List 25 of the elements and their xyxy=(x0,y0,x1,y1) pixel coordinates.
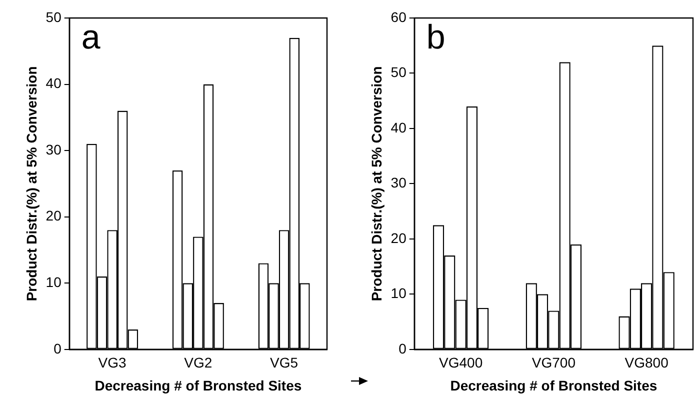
chart-title: a xyxy=(81,18,100,56)
y-tick-label: 30 xyxy=(390,174,407,191)
y-tick-label: 10 xyxy=(390,285,407,302)
y-tick-label: 0 xyxy=(398,340,407,356)
y-axis-title: Product Distr.(%) at 5% Conversion xyxy=(368,66,384,302)
chart-title: b xyxy=(426,18,446,56)
y-axis-title: Product Distr.(%) at 5% Conversion xyxy=(23,66,40,302)
y-tick-label: 50 xyxy=(390,64,407,80)
y-tick-label: 40 xyxy=(390,119,407,136)
y-tick-label: 20 xyxy=(46,208,62,224)
x-tick-label: VG700 xyxy=(532,354,576,371)
y-tick-label: 60 xyxy=(390,8,407,25)
x-axis-title: Decreasing # of Bronsted Sites xyxy=(450,377,658,394)
y-tick-label: 50 xyxy=(46,8,62,25)
x-axis-title: Decreasing # of Bronsted Sites xyxy=(94,377,302,394)
x-tick-label: VG800 xyxy=(624,354,669,371)
x-tick-label: VG2 xyxy=(184,354,212,371)
y-tick-label: 20 xyxy=(390,230,407,246)
y-tick-label: 30 xyxy=(46,141,62,158)
y-tick-label: 0 xyxy=(54,340,62,356)
y-tick-label: 40 xyxy=(46,75,62,92)
x-tick-label: VG5 xyxy=(270,354,298,371)
x-tick-label: VG400 xyxy=(439,354,483,371)
y-tick-label: 10 xyxy=(46,274,62,290)
x-tick-label: VG3 xyxy=(98,354,127,371)
